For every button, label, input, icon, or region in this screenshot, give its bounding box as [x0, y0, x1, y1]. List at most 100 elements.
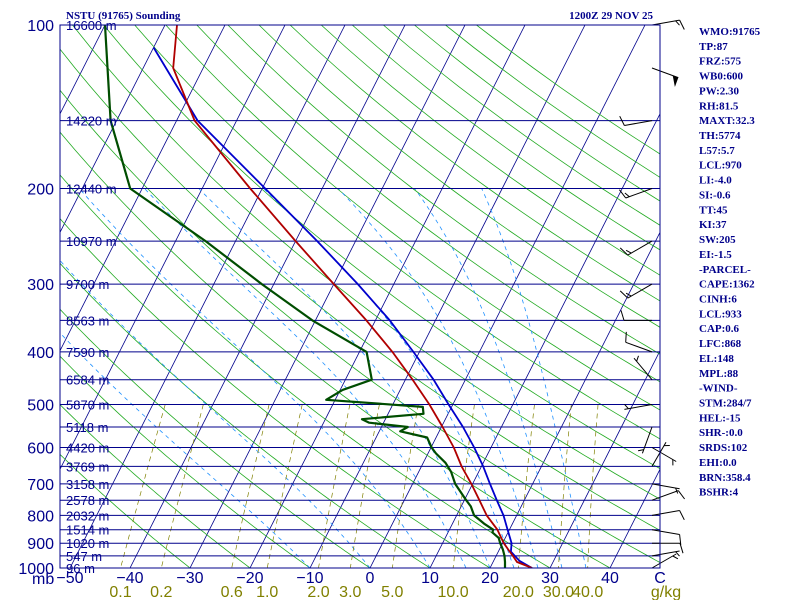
pressure-tick-label: 700: [27, 477, 54, 494]
mixing-ratio-line: [349, 404, 380, 568]
station-title: NSTU (91765) Sounding: [66, 10, 181, 22]
wind-barb-feather: [625, 249, 632, 254]
temperature-tick-label: C: [654, 570, 666, 587]
pressure-axis-labels: 100 200 300 400 500 600 700 800 900 1000: [18, 18, 54, 578]
index-line: EL:148: [699, 353, 734, 365]
wind-barb-shaft: [651, 553, 677, 569]
mixing-ratio-tick-label: 3.0: [339, 584, 361, 600]
index-line: SI:-0.6: [699, 189, 731, 201]
pressure-tick-label: 200: [27, 182, 54, 199]
wind-barb: [651, 441, 670, 467]
index-line: LFC:868: [699, 338, 742, 350]
index-line: EHI:0.0: [699, 457, 737, 469]
isotherm-line: [549, 349, 660, 568]
isotherm-line: [60, 25, 286, 471]
wind-barb: [651, 19, 685, 30]
wind-barb: [651, 553, 679, 569]
mixing-ratio-line: [160, 404, 204, 568]
wind-barb-shaft: [651, 19, 680, 26]
isotherm-line: [69, 25, 346, 568]
mixing-ratio-tick-label: 2.0: [307, 584, 329, 600]
mixing-ratio-tick-label: 20.0: [503, 584, 534, 600]
wind-barb-feather: [679, 510, 685, 521]
isotherm-line: [60, 25, 166, 234]
temperature-tick-label: 10: [421, 570, 439, 587]
index-line: TP:87: [699, 41, 728, 53]
wind-barb: [651, 510, 685, 521]
mixing-ratio-tick-label: 1.0: [256, 584, 278, 600]
mixing-ratio-tick-label: 0.2: [150, 584, 172, 600]
isotherm-line: [129, 25, 406, 568]
wind-barb-shaft: [651, 490, 679, 501]
index-line: WB0:600: [699, 71, 744, 83]
wind-barb: [619, 115, 653, 126]
temperature-tick-label: −20: [236, 570, 263, 587]
wind-barb: [625, 331, 653, 353]
wind-barb-feather: [675, 487, 679, 494]
pressure-tick-label: 1000: [18, 561, 54, 578]
mixing-ratio-tick-label: 30.0: [543, 584, 574, 600]
temperature-tick-label: 40: [601, 570, 619, 587]
wind-barb-feather: [675, 551, 680, 557]
height-label: 96 m: [66, 561, 95, 576]
height-label: 9700 m: [66, 277, 109, 292]
wind-barb-feather: [625, 331, 627, 343]
mixing-ratio-axis-labels: 0.1 0.2 0.6 1.0 2.0 3.0 5.0 10.0 20.0 30.040.0 g/k…: [109, 584, 681, 600]
wind-barb-shaft: [651, 550, 680, 557]
index-line: STM:284/7: [699, 398, 752, 410]
wind-barb-shaft: [624, 120, 653, 126]
wind-barb-shaft: [651, 447, 677, 462]
pressure-tick-label: 900: [27, 536, 54, 553]
isotherm-line: [249, 25, 526, 568]
temperature-tick-label: 0: [366, 570, 375, 587]
index-line: WMO:91765: [699, 26, 761, 38]
index-line: LI:-4.0: [699, 175, 732, 187]
pressure-tick-label: 600: [27, 441, 54, 458]
pressure-tick-label: 300: [27, 277, 54, 294]
height-label: 4420 m: [66, 441, 109, 456]
wind-barb-feather: [679, 19, 685, 30]
valid-time: 1200Z 29 NOV 25: [569, 10, 653, 22]
height-label: 7590 m: [66, 345, 109, 360]
isotherm-line: [189, 25, 466, 568]
height-label: 10970 m: [66, 234, 117, 249]
mixing-ratio-tick-label: 0.6: [221, 584, 243, 600]
mixing-ratio-line: [318, 404, 351, 568]
height-label: 12440 m: [66, 182, 117, 197]
isotherm-line: [60, 25, 226, 352]
wind-barb-feather: [679, 534, 682, 545]
pressure-tick-label: 500: [27, 398, 54, 415]
wind-barb-shaft: [627, 283, 653, 299]
wind-barb-shaft: [633, 357, 653, 381]
height-label: 8563 m: [66, 313, 109, 328]
index-line: TH:5774: [699, 130, 741, 142]
wind-barb: [633, 355, 653, 381]
parcel-trace: [152, 47, 533, 568]
mixing-ratio-line: [231, 404, 270, 568]
wind-barb-feather: [619, 247, 629, 256]
moist-adiabat-line: [414, 188, 563, 568]
wind-barb-feather: [672, 555, 679, 560]
height-label: 5118 m: [66, 420, 108, 435]
height-label: 547 m: [66, 549, 102, 564]
mixing-ratio-line: [391, 404, 419, 568]
dewpoint-trace: [103, 25, 507, 568]
pressure-tick-label: 100: [27, 18, 54, 35]
wind-barb: [619, 188, 653, 199]
wind-barb-feather: [625, 292, 632, 297]
height-label: 14220 m: [66, 114, 117, 129]
sounding-profiles: [103, 25, 533, 568]
pressure-tick-label: 800: [27, 508, 54, 525]
wind-barb-feather: [619, 189, 627, 199]
wind-barb: [620, 310, 652, 321]
index-line: -PARCEL-: [699, 264, 751, 276]
index-line: HEL:-15: [699, 412, 741, 424]
wind-barb-shaft: [651, 529, 680, 535]
index-line: RH:81.5: [699, 100, 739, 112]
wind-barb-feather: [620, 310, 625, 321]
height-label: 2032 m: [66, 508, 109, 523]
temperature-trace: [172, 25, 533, 568]
wind-barb-feather: [619, 290, 629, 299]
height-label: 5870 m: [66, 398, 109, 413]
isotherm-lines: [60, 25, 660, 568]
